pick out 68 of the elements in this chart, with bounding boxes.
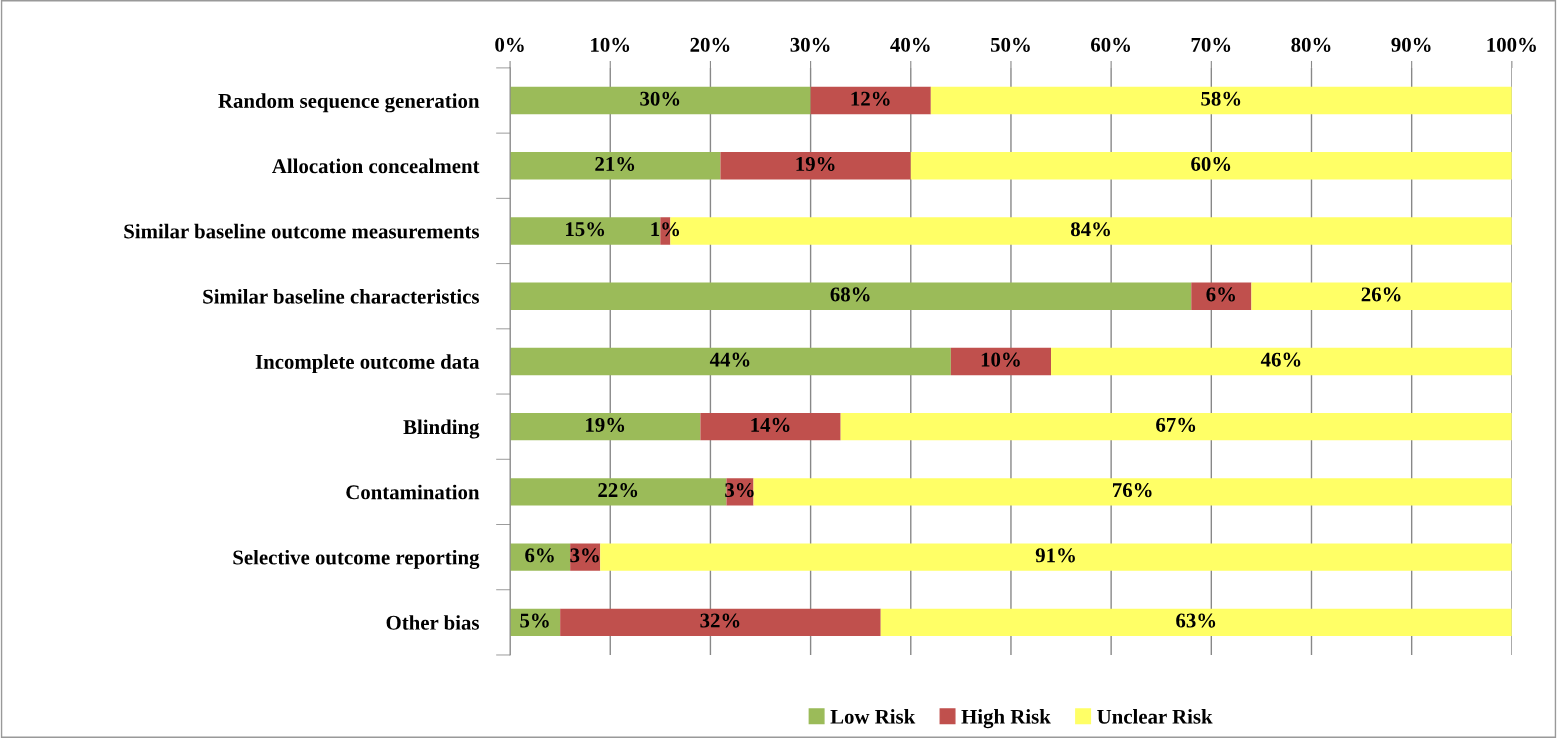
bar bbox=[950, 347, 1052, 376]
data-label: 6% bbox=[1206, 287, 1235, 302]
bar bbox=[510, 282, 1192, 310]
bar bbox=[720, 152, 911, 180]
bar bbox=[753, 478, 1512, 506]
data-label: 19% bbox=[796, 156, 835, 172]
y-tick-label: Blinding bbox=[403, 419, 480, 439]
legend-label: Low Risk bbox=[830, 709, 916, 724]
data-label: 44% bbox=[709, 352, 750, 367]
x-tick-label: 20% bbox=[690, 37, 730, 52]
y-tick-label: Other bias bbox=[386, 615, 480, 630]
x-tick-label: 90% bbox=[1391, 37, 1431, 52]
data-label: 91% bbox=[1035, 548, 1075, 563]
data-label: 15% bbox=[566, 222, 605, 237]
bar bbox=[510, 412, 701, 441]
data-label: 30% bbox=[640, 91, 680, 106]
data-label: 19% bbox=[586, 417, 625, 432]
y-tick-label: Selective outcome reporting bbox=[233, 549, 480, 569]
data-label: 46% bbox=[1260, 352, 1301, 367]
x-tick-label: 70% bbox=[1191, 37, 1231, 52]
data-label: 67% bbox=[1156, 417, 1196, 432]
y-tick-label: Incomplete outcome data bbox=[255, 354, 480, 374]
data-label: 5% bbox=[520, 613, 549, 628]
legend-label: Unclear Risk bbox=[1097, 709, 1213, 724]
bar bbox=[880, 608, 1512, 637]
data-label: 21% bbox=[595, 156, 635, 172]
x-tick-label: 80% bbox=[1291, 37, 1331, 52]
x-tick-label: 30% bbox=[790, 37, 830, 52]
bar bbox=[600, 543, 1512, 571]
bar bbox=[910, 152, 1512, 180]
x-tick-label: 10% bbox=[591, 37, 630, 52]
data-label: 32% bbox=[700, 613, 740, 628]
bar bbox=[510, 152, 721, 180]
y-tick-label: Similar baseline outcome measurements bbox=[124, 223, 480, 239]
bar bbox=[1251, 282, 1512, 310]
data-label: 3% bbox=[570, 548, 599, 563]
bar bbox=[510, 86, 811, 115]
x-tick-label: 100% bbox=[1487, 37, 1536, 52]
x-tick-label: 40% bbox=[890, 37, 930, 52]
y-tick-label: Similar baseline characteristics bbox=[203, 288, 479, 304]
data-label: 12% bbox=[851, 91, 890, 106]
bar bbox=[560, 608, 881, 637]
data-label: 68% bbox=[830, 287, 870, 302]
data-label: 6% bbox=[525, 548, 554, 563]
y-tick-label: Random sequence generation bbox=[218, 93, 480, 113]
data-label: 22% bbox=[598, 483, 638, 498]
x-tick-label: 50% bbox=[990, 37, 1030, 52]
bar bbox=[930, 86, 1512, 115]
bar bbox=[510, 347, 951, 376]
bar bbox=[810, 86, 931, 115]
y-tick-label: Contamination bbox=[346, 484, 480, 500]
bar bbox=[840, 412, 1512, 441]
bar bbox=[1051, 347, 1512, 376]
data-label: 76% bbox=[1113, 483, 1152, 498]
data-label: 10% bbox=[981, 352, 1020, 367]
data-label: 63% bbox=[1176, 613, 1216, 628]
x-tick-label: 0% bbox=[495, 37, 524, 52]
legend-label: High Risk bbox=[961, 709, 1051, 729]
x-tick-label: 60% bbox=[1091, 37, 1131, 52]
data-label: 84% bbox=[1070, 222, 1110, 237]
bar bbox=[510, 543, 571, 571]
data-label: 60% bbox=[1191, 156, 1231, 172]
data-label: 14% bbox=[751, 417, 790, 432]
bar bbox=[510, 478, 727, 506]
data-label: 26% bbox=[1361, 287, 1401, 302]
data-label: 58% bbox=[1201, 91, 1241, 106]
y-tick-label: Allocation concealment bbox=[272, 158, 480, 174]
bar bbox=[700, 412, 841, 441]
